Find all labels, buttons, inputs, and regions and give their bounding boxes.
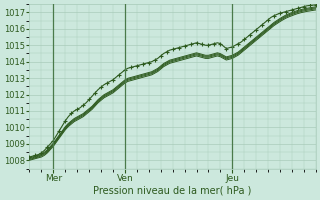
X-axis label: Pression niveau de la mer( hPa ): Pression niveau de la mer( hPa ) [93,186,252,196]
